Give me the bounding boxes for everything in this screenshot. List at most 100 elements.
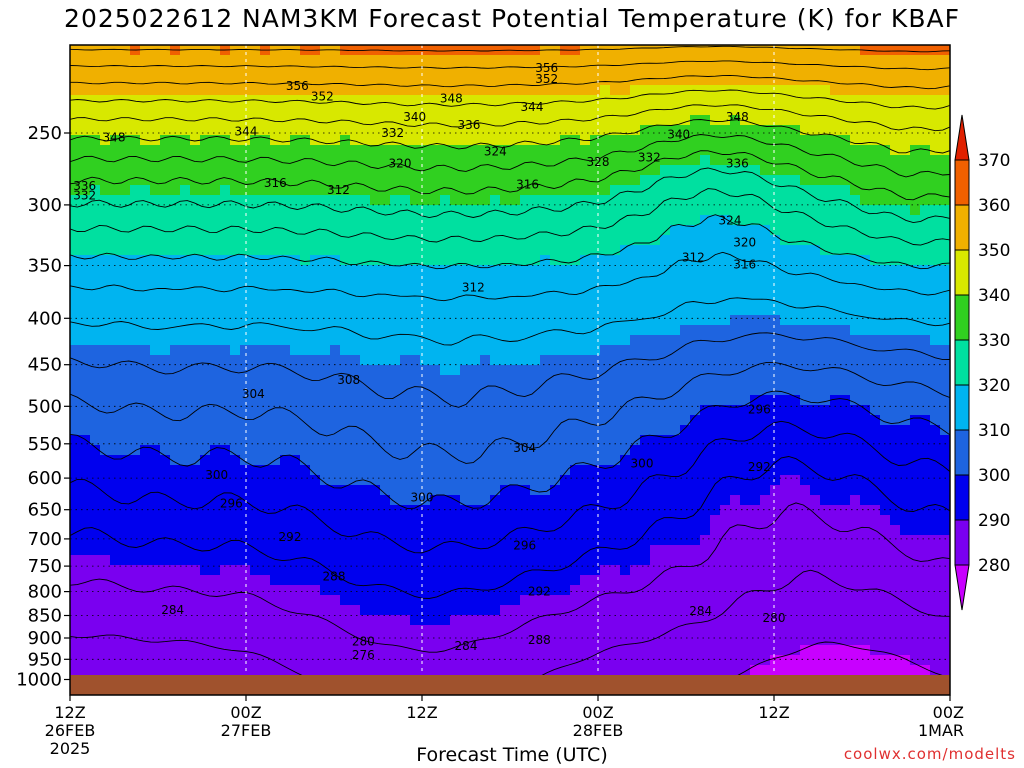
field-cell xyxy=(70,45,81,56)
field-cell xyxy=(580,225,591,236)
field-cell xyxy=(520,385,531,396)
field-cell xyxy=(190,55,201,66)
field-cell xyxy=(830,495,841,506)
field-cell xyxy=(820,525,831,536)
field-cell xyxy=(200,265,211,276)
field-cell xyxy=(340,455,351,466)
field-cell xyxy=(700,555,711,566)
field-cell xyxy=(560,435,571,446)
field-cell xyxy=(720,345,731,356)
field-cell xyxy=(310,625,321,636)
field-cell xyxy=(370,605,381,616)
field-cell xyxy=(250,545,261,556)
field-cell xyxy=(710,625,721,636)
field-cell xyxy=(720,545,731,556)
field-cell xyxy=(750,325,761,336)
field-cell xyxy=(700,525,711,536)
field-cell xyxy=(400,665,411,676)
field-cell xyxy=(260,425,271,436)
field-cell xyxy=(380,505,391,516)
field-cell xyxy=(620,205,631,216)
field-cell xyxy=(110,595,121,606)
field-cell xyxy=(640,255,651,266)
field-cell xyxy=(770,415,781,426)
field-cell xyxy=(450,325,461,336)
field-cell xyxy=(570,415,581,426)
field-cell xyxy=(380,345,391,356)
field-cell xyxy=(660,575,671,586)
field-cell xyxy=(790,65,801,76)
field-cell xyxy=(280,455,291,466)
field-cell xyxy=(190,665,201,676)
field-cell xyxy=(300,655,311,666)
field-cell xyxy=(690,385,701,396)
field-cell xyxy=(410,665,421,676)
field-cell xyxy=(650,505,661,516)
field-cell xyxy=(270,255,281,266)
field-cell xyxy=(110,155,121,166)
field-cell xyxy=(170,525,181,536)
field-cell xyxy=(180,555,191,566)
field-cell xyxy=(550,355,561,366)
field-cell xyxy=(190,505,201,516)
field-cell xyxy=(190,515,201,526)
field-cell xyxy=(340,235,351,246)
field-cell xyxy=(790,255,801,266)
field-cell xyxy=(490,265,501,276)
field-cell xyxy=(510,435,521,446)
field-cell xyxy=(140,275,151,286)
field-cell xyxy=(610,315,621,326)
field-cell xyxy=(330,85,341,96)
field-cell xyxy=(300,625,311,636)
field-cell xyxy=(790,445,801,456)
field-cell xyxy=(150,595,161,606)
field-cell xyxy=(690,275,701,286)
field-cell xyxy=(310,435,321,446)
field-cell xyxy=(570,185,581,196)
field-cell xyxy=(240,615,251,626)
field-cell xyxy=(680,105,691,116)
field-cell xyxy=(190,205,201,216)
field-cell xyxy=(170,275,181,286)
field-cell xyxy=(320,635,331,646)
field-cell xyxy=(540,325,551,336)
field-cell xyxy=(680,295,691,306)
field-cell xyxy=(270,475,281,486)
field-cell xyxy=(190,125,201,136)
field-cell xyxy=(360,145,371,156)
field-cell xyxy=(120,545,131,556)
field-cell xyxy=(300,445,311,456)
field-cell xyxy=(410,365,421,376)
field-cell xyxy=(550,475,561,486)
field-cell xyxy=(720,245,731,256)
field-cell xyxy=(390,185,401,196)
field-cell xyxy=(710,635,721,646)
field-cell xyxy=(510,155,521,166)
field-cell xyxy=(250,185,261,196)
field-cell xyxy=(510,575,521,586)
field-cell xyxy=(600,75,611,86)
field-cell xyxy=(610,235,621,246)
field-cell xyxy=(330,365,341,376)
field-cell xyxy=(480,345,491,356)
field-cell xyxy=(820,215,831,226)
field-cell xyxy=(350,65,361,76)
field-cell xyxy=(80,365,91,376)
field-cell xyxy=(790,585,801,596)
field-cell xyxy=(770,375,781,386)
field-cell xyxy=(740,555,751,566)
field-cell xyxy=(290,555,301,566)
field-cell xyxy=(400,255,411,266)
field-cell xyxy=(180,355,191,366)
field-cell xyxy=(460,75,471,86)
field-cell xyxy=(680,65,691,76)
field-cell xyxy=(650,345,661,356)
field-cell xyxy=(780,185,791,196)
field-cell xyxy=(100,405,111,416)
field-cell xyxy=(560,135,571,146)
field-cell xyxy=(590,415,601,426)
field-cell xyxy=(160,305,171,316)
field-cell xyxy=(120,95,131,106)
field-cell xyxy=(110,485,121,496)
field-cell xyxy=(500,265,511,276)
